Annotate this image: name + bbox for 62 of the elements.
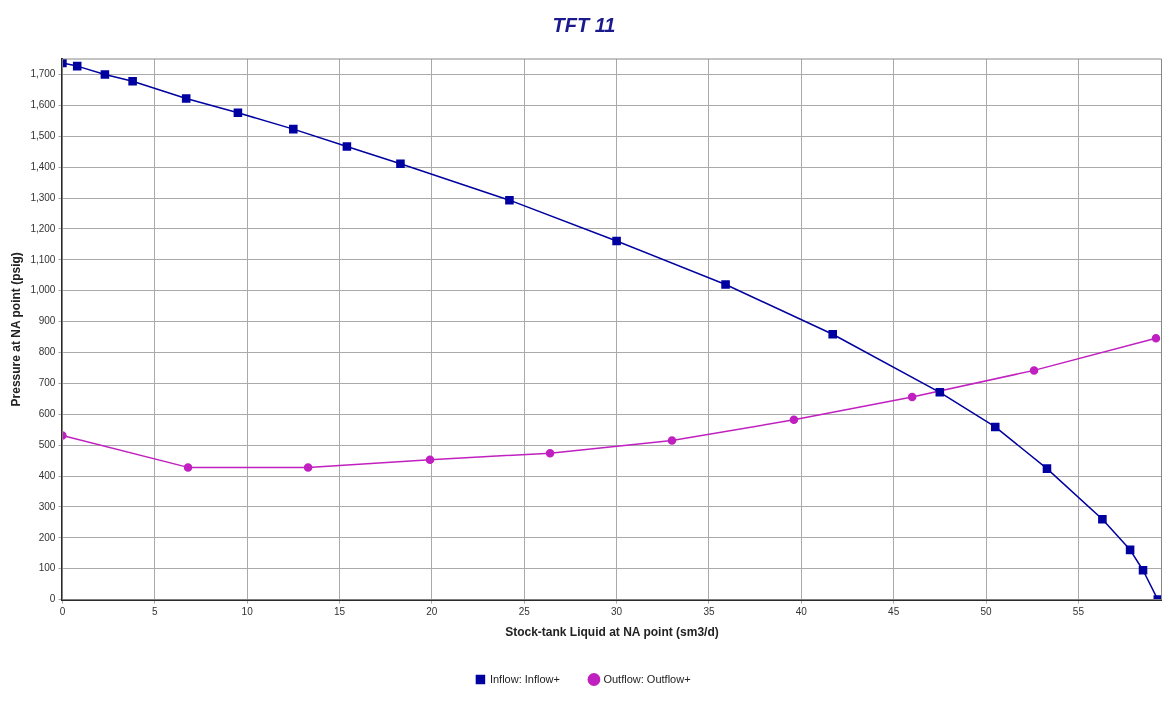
point	[100, 70, 110, 79]
y-tick-label: 1,300	[30, 191, 56, 203]
point	[128, 76, 137, 86]
x-tick-label: 15	[333, 606, 346, 618]
x-tick-label: 0	[59, 606, 66, 618]
point	[828, 329, 837, 339]
point	[1042, 464, 1052, 473]
x-tick-label: 20	[426, 606, 438, 618]
x-tick-label: 10	[241, 606, 254, 618]
y-tick-label: 1,400	[30, 160, 56, 172]
y-tick-label: 800	[38, 346, 56, 358]
point	[425, 455, 435, 464]
point	[181, 94, 191, 103]
x-tick-label: 40	[795, 606, 808, 618]
x-tick-label: 5	[152, 606, 158, 618]
y-tick-label: 200	[38, 531, 56, 543]
point	[1151, 334, 1161, 343]
x-tick-label: 35	[703, 606, 715, 618]
point	[396, 159, 405, 169]
y-tick-label: 900	[38, 315, 56, 327]
y-tick-label: 1,100	[30, 253, 56, 265]
y-tick-label: 1,500	[30, 129, 56, 141]
y-tick-label: 700	[38, 377, 56, 389]
point	[907, 392, 917, 402]
point	[72, 61, 82, 71]
y-tick-label: 1,600	[30, 99, 56, 111]
y-tick-label: 1,700	[30, 68, 56, 80]
y-tick-label: 500	[38, 438, 56, 450]
y-axis-title: Pressure at NA point (psig)	[8, 252, 23, 407]
point	[342, 142, 352, 151]
y-tick-label: 1,200	[30, 222, 56, 234]
chart-title: TFT 11	[551, 14, 617, 37]
point	[667, 436, 677, 445]
point	[721, 280, 730, 289]
point	[1098, 515, 1107, 524]
legend-label: Inflow: Inflow+	[489, 672, 560, 685]
y-tick-label: 100	[38, 562, 56, 574]
point	[1138, 565, 1148, 575]
x-tick-label: 50	[980, 606, 993, 618]
point	[289, 124, 298, 134]
point	[935, 388, 945, 397]
point	[1029, 366, 1039, 375]
point	[303, 463, 313, 472]
point	[233, 108, 243, 118]
x-tick-label: 45	[888, 606, 900, 618]
point	[789, 415, 799, 425]
y-tick-label: 300	[38, 500, 56, 512]
x-tick-label: 30	[611, 606, 623, 618]
point	[612, 236, 621, 246]
legend-label: Outflow: Outflow+	[603, 672, 691, 685]
point	[990, 422, 1000, 432]
x-tick-label: 25	[518, 606, 531, 618]
point	[183, 463, 193, 472]
point	[1125, 545, 1135, 555]
y-tick-label: 400	[38, 469, 56, 481]
point	[505, 195, 514, 205]
y-tick-label: 600	[38, 408, 56, 419]
x-axis-title: Stock-tank Liquid at NA point (sm3/d)	[505, 625, 719, 640]
y-tick-label: 0	[49, 593, 56, 605]
x-tick-label: 55	[1072, 606, 1085, 618]
y-tick-label: 1,000	[30, 284, 56, 296]
point	[545, 448, 555, 458]
